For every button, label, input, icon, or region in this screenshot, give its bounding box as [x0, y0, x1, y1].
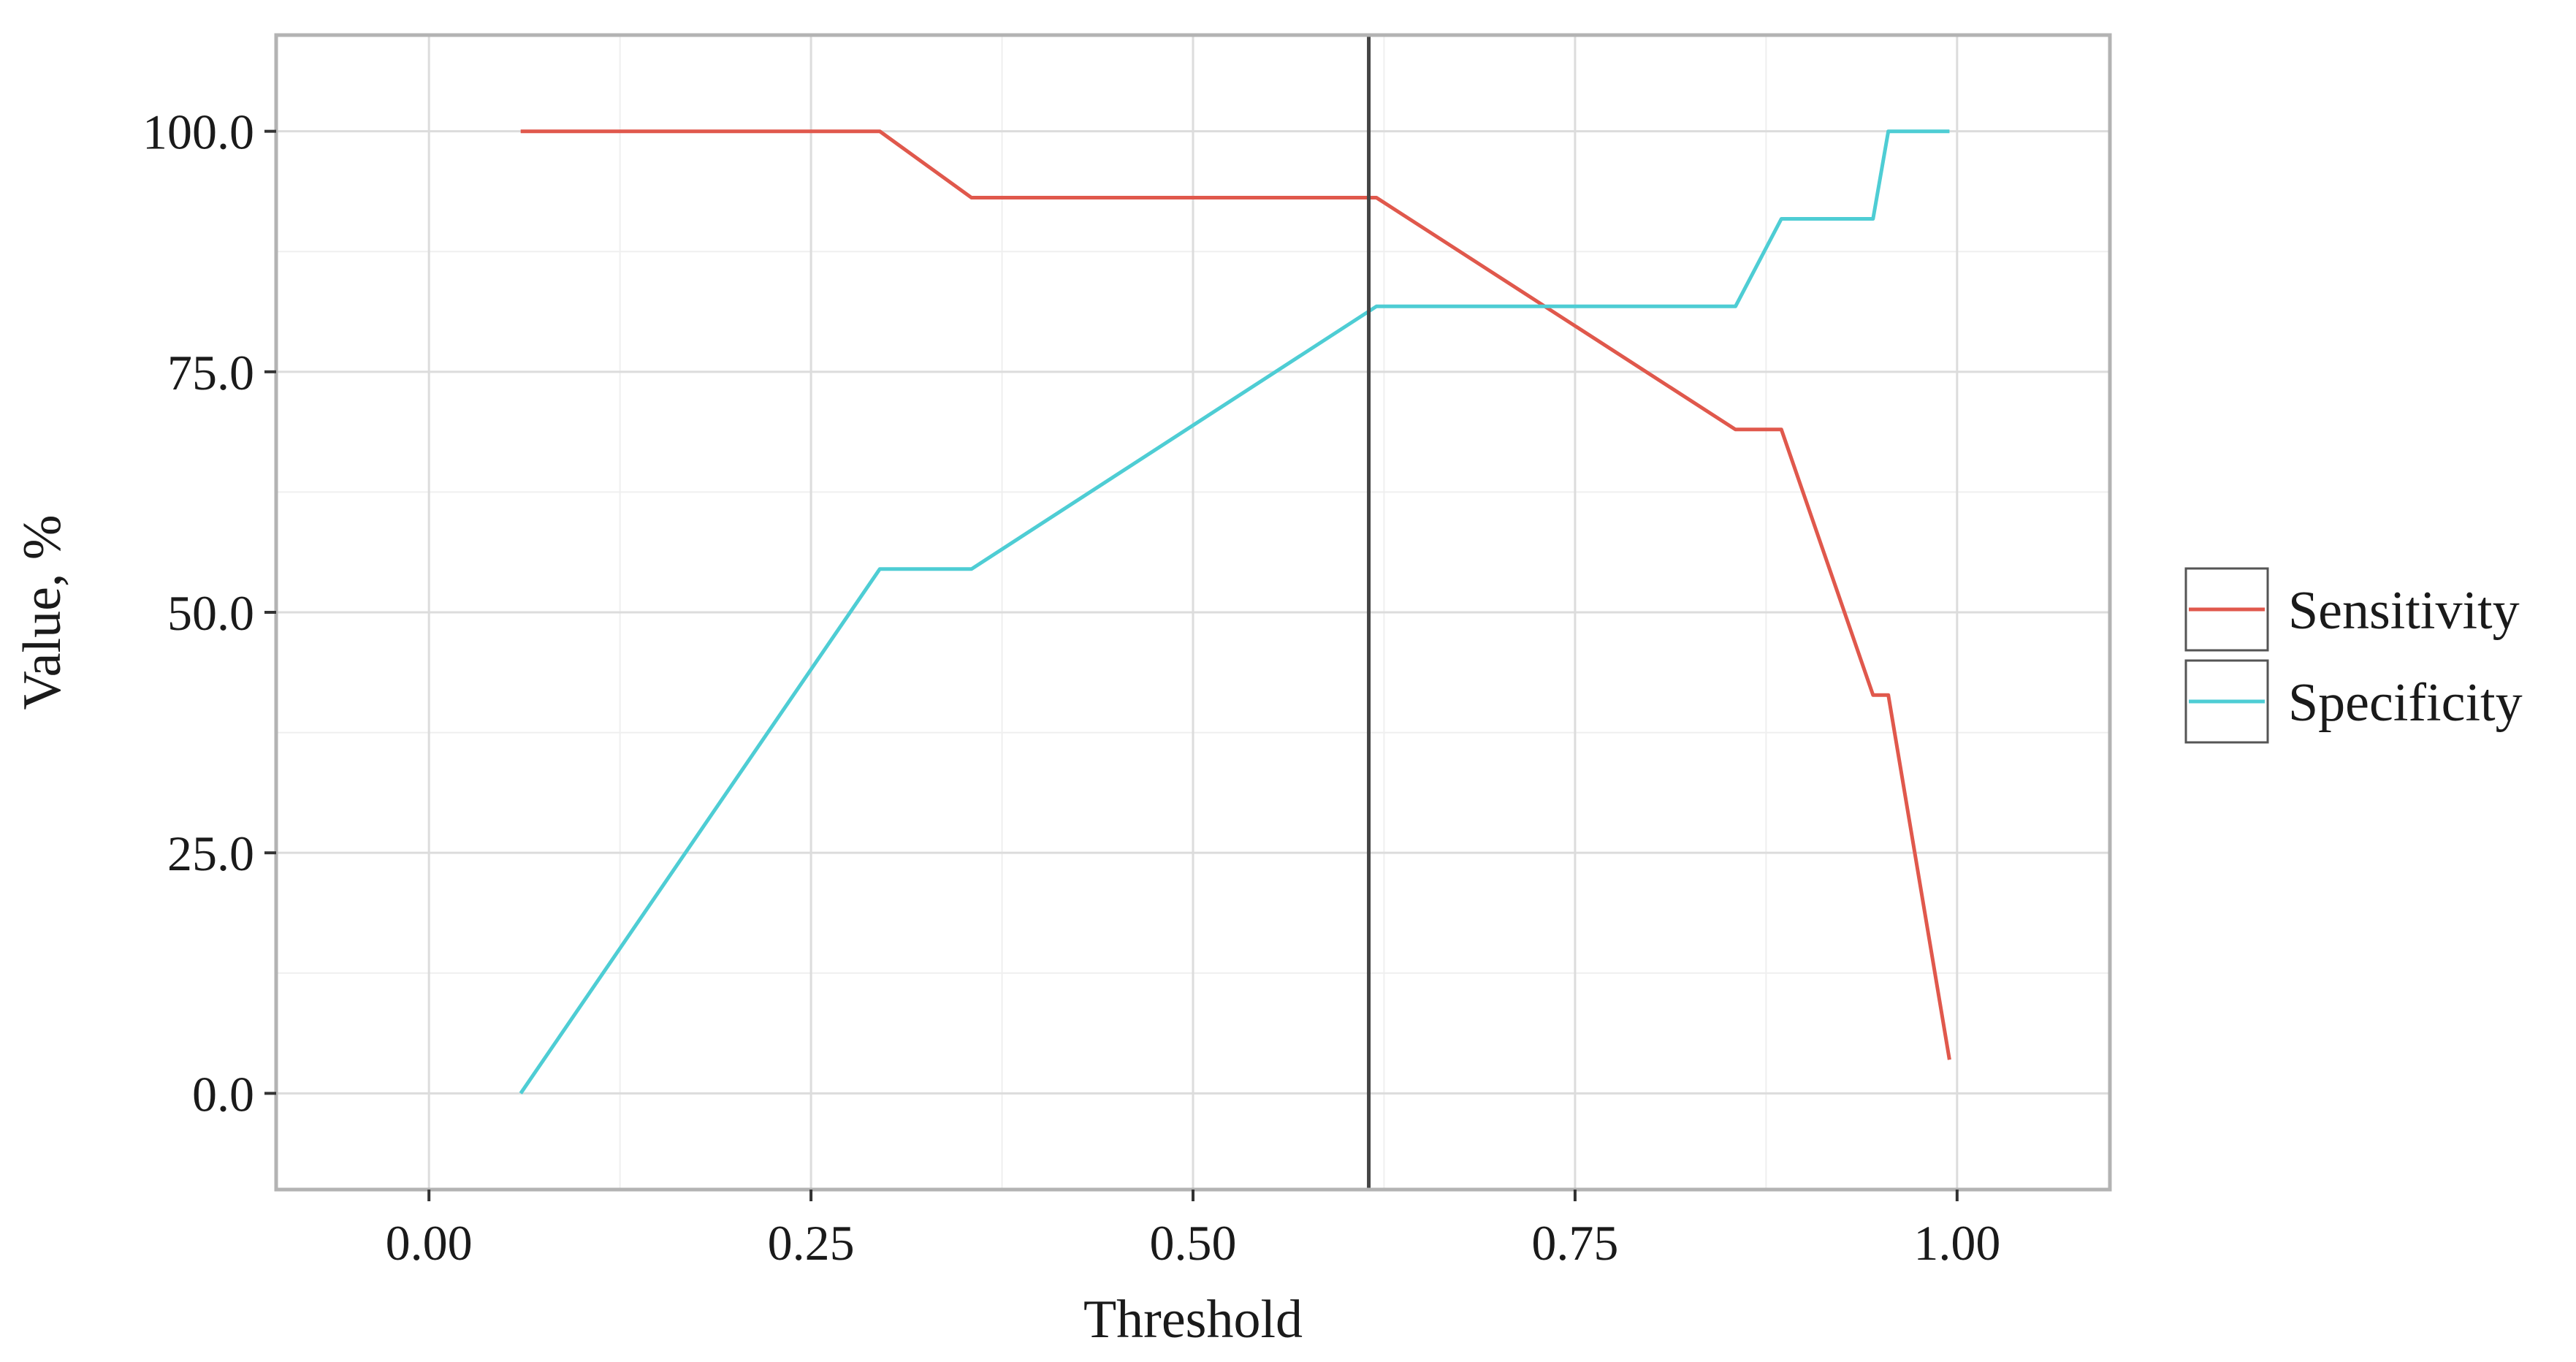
legend-label: Sensitivity [2288, 581, 2520, 641]
y-axis-title: Value, % [12, 514, 72, 709]
series-lines [519, 129, 1951, 1095]
x-axis-tick-labels: 0.00 0.25 0.50 0.75 1.00 [386, 1215, 2001, 1271]
x-tick-label: 0.75 [1531, 1215, 1618, 1271]
y-tick-label: 50.0 [167, 585, 254, 641]
x-axis-ticks [427, 1190, 1959, 1201]
y-axis-ticks [264, 129, 276, 1095]
legend-item-sensitivity: Sensitivity [2184, 567, 2520, 652]
y-tick-label: 100.0 [142, 104, 254, 160]
series-line-sensitivity [520, 129, 1951, 1060]
x-axis-title: Threshold [1083, 1290, 1303, 1350]
x-tick-label: 0.25 [768, 1215, 855, 1271]
legend: Sensitivity Specificity [2184, 567, 2523, 744]
x-tick-label: 0.00 [386, 1215, 473, 1271]
legend-label: Specificity [2288, 673, 2523, 733]
y-axis-tick-labels: 0.0 25.0 50.0 75.0 100.0 [142, 104, 254, 1122]
y-tick-label: 25.0 [167, 826, 254, 881]
x-tick-label: 1.00 [1913, 1215, 2000, 1271]
series-line-specificity [519, 129, 1950, 1095]
y-tick-label: 0.0 [192, 1066, 254, 1122]
x-tick-label: 0.50 [1150, 1215, 1237, 1271]
legend-item-specificity: Specificity [2184, 659, 2523, 744]
y-tick-label: 75.0 [167, 345, 254, 400]
